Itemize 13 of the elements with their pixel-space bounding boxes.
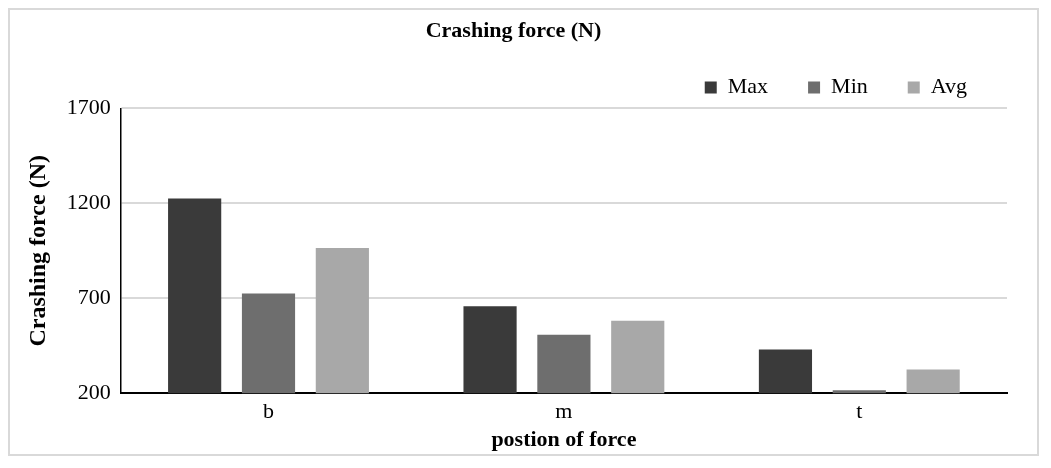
y-tick-label: 1200 [66,189,111,215]
chart-title: Crashing force (N) [425,16,602,42]
x-tick-label: b [263,398,274,424]
x-axis-title: postion of force [491,426,637,452]
legend-label: Max [727,73,769,99]
legend-label: Avg [930,73,968,99]
x-tick-label: t [856,398,863,424]
y-tick-label: 1700 [66,94,111,120]
x-tick-label: m [555,398,573,424]
y-tick-label: 200 [77,378,111,404]
y-tick-label: 700 [77,284,111,310]
y-axis-title: Crashing force (N) [23,155,50,347]
legend-label: Min [831,73,868,99]
